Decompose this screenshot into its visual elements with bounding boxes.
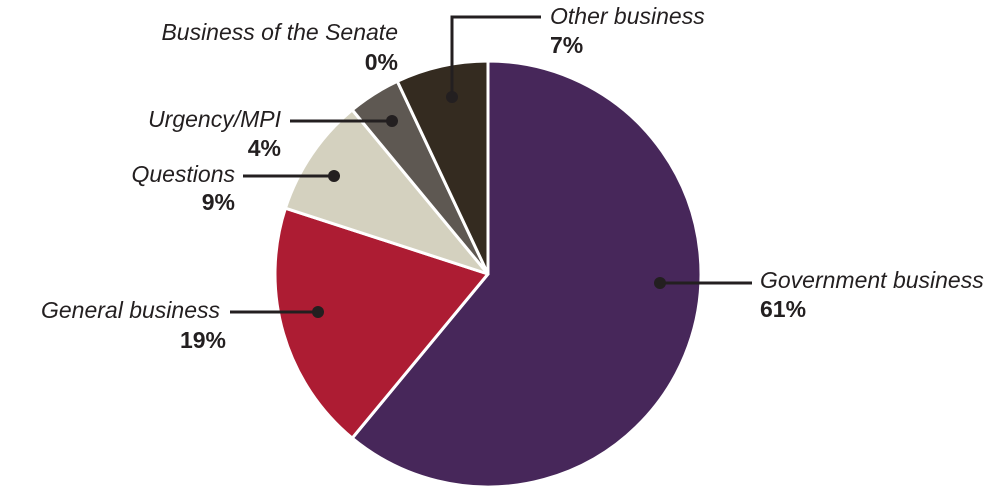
pct-urgency-mpi: 4% <box>248 135 281 161</box>
label-general-business: General business <box>41 297 220 323</box>
pct-other-business: 7% <box>550 32 583 58</box>
leader-line-other-business <box>450 15 541 97</box>
pie-slice-government-business <box>350 59 703 489</box>
leader-dot-general-business <box>312 306 324 318</box>
pie-slice-general-business <box>273 206 490 440</box>
label-urgency-mpi: Urgency/MPI <box>148 106 282 132</box>
leader-dot-other-business <box>446 91 458 103</box>
leader-dot-government-business <box>654 277 666 289</box>
leader-lines <box>230 15 752 318</box>
label-questions: Questions <box>131 161 235 187</box>
pct-general-business: 19% <box>180 327 226 353</box>
slice-labels: Government business 61% General business… <box>41 3 984 353</box>
pie-slice-questions <box>283 108 490 276</box>
pie-slices <box>273 59 703 489</box>
pct-questions: 9% <box>202 189 235 215</box>
pie-slice-other-business <box>395 59 490 276</box>
pct-government-business: 61% <box>760 296 806 322</box>
label-other-business: Other business <box>550 3 705 29</box>
leader-dot-questions <box>328 170 340 182</box>
leader-dot-urgency-mpi <box>386 115 398 127</box>
pct-business-of-the-senate: 0% <box>365 49 398 75</box>
label-business-of-the-senate: Business of the Senate <box>161 19 398 45</box>
label-government-business: Government business <box>760 267 984 293</box>
